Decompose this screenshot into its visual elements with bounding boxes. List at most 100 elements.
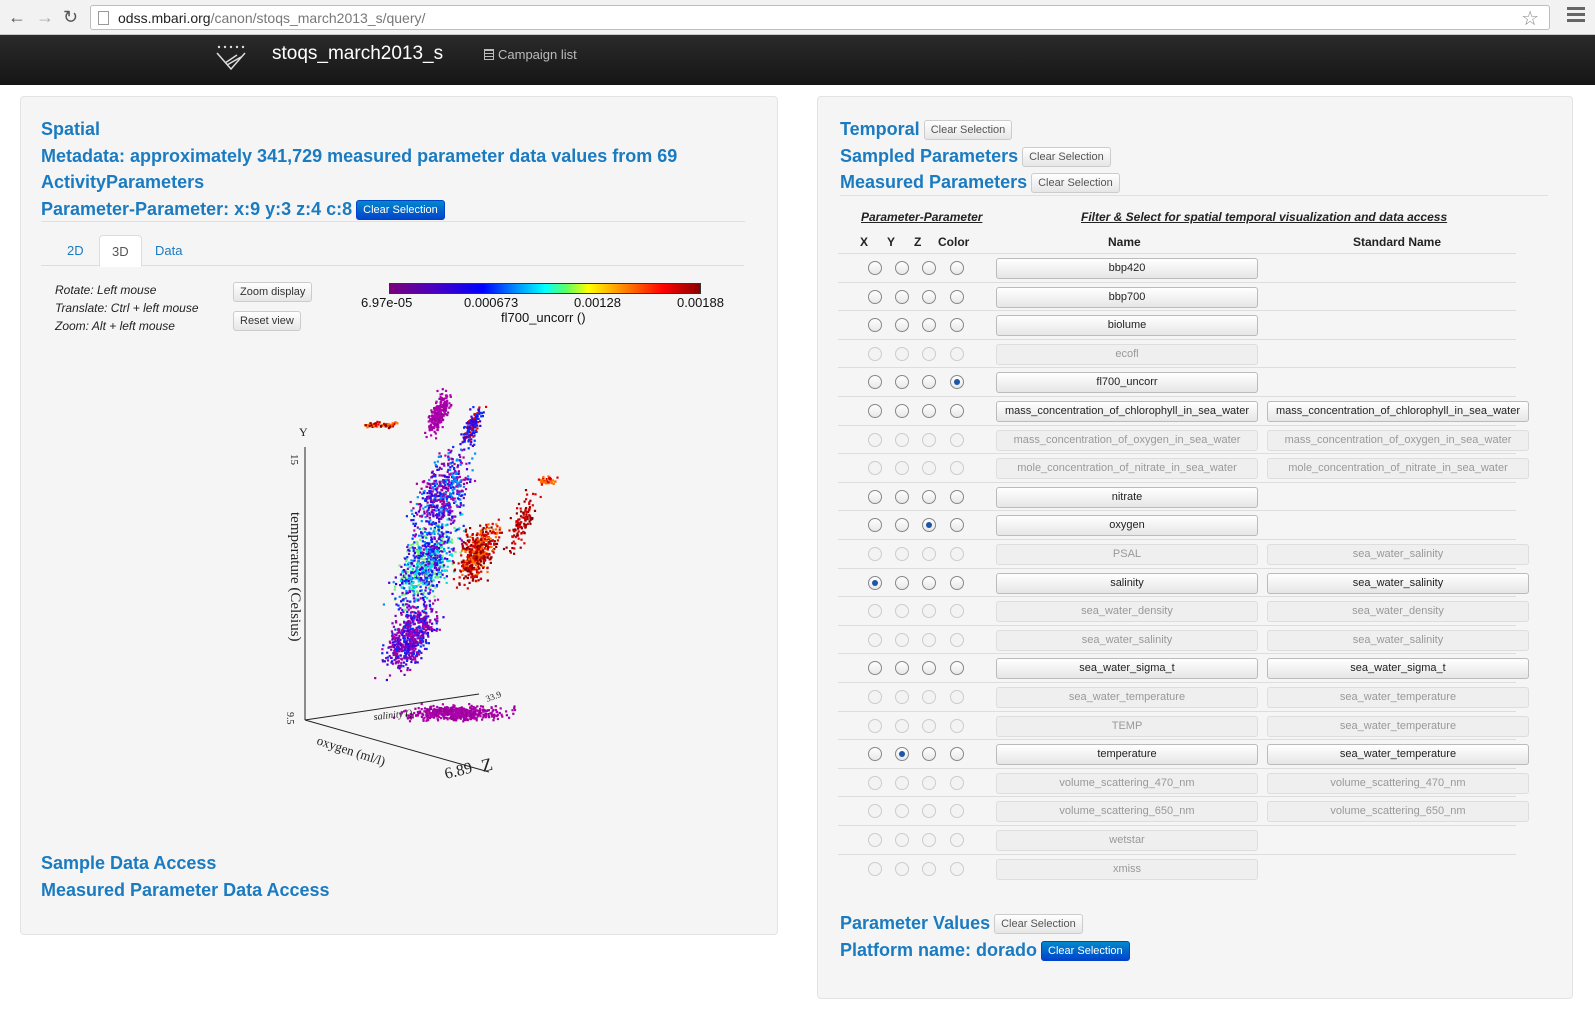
parameter-name-button[interactable]: xmiss	[996, 858, 1258, 880]
parameter-name-button[interactable]: fl700_uncorr	[996, 372, 1258, 394]
radio-x[interactable]	[868, 261, 882, 275]
radio-y[interactable]	[895, 318, 909, 333]
parameter-name-button[interactable]: wetstar	[996, 830, 1258, 851]
parameter-name-button[interactable]: oxygen	[996, 515, 1258, 537]
radio-y[interactable]	[895, 661, 909, 676]
radio-x[interactable]	[868, 318, 882, 333]
radio-x[interactable]	[868, 289, 882, 304]
radio-x[interactable]	[868, 661, 882, 676]
clear-selection-button[interactable]: Clear Selection	[923, 120, 1013, 140]
standard-name-button[interactable]: sea_water_salinity	[1267, 544, 1529, 565]
radio-z[interactable]	[922, 661, 936, 676]
radio-y[interactable]	[895, 375, 909, 390]
parameter-name-button[interactable]: mole_concentration_of_nitrate_in_sea_wat…	[996, 458, 1258, 480]
radio-c[interactable]	[950, 575, 964, 590]
standard-name-button[interactable]: sea_water_density	[1267, 601, 1529, 623]
tab-data[interactable]: Data	[155, 243, 183, 258]
radio-y[interactable]	[895, 289, 909, 304]
parameter-name-button[interactable]: mass_concentration_of_chlorophyll_in_sea…	[996, 401, 1258, 422]
radio-z[interactable]	[922, 575, 936, 590]
parameter-values-heading[interactable]: Parameter Values Clear Selection	[840, 913, 1083, 934]
radio-c[interactable]	[950, 518, 964, 533]
standard-name-button[interactable]: sea_water_salinity	[1267, 572, 1529, 594]
radio-y[interactable]	[895, 489, 909, 504]
filter-select-link[interactable]: Filter & Select for spatial temporal vis…	[1081, 210, 1448, 224]
radio-c[interactable]	[950, 747, 964, 762]
radio-x[interactable]	[868, 375, 882, 390]
parameter-3d-plot[interactable]: Y 15 9.5 temperature (Celsius) salinity …	[261, 352, 581, 802]
metadata-heading[interactable]: Metadata: approximately 341,729 measured…	[41, 146, 678, 166]
standard-name-button[interactable]: sea_water_temperature	[1267, 687, 1529, 708]
parameter-name-button[interactable]: biolume	[996, 315, 1258, 337]
standard-name-button[interactable]: mass_concentration_of_chlorophyll_in_sea…	[1267, 401, 1529, 422]
radio-z[interactable]	[922, 289, 936, 304]
standard-name-button[interactable]: volume_scattering_650_nm	[1267, 801, 1529, 823]
tab-2d[interactable]: 2D	[67, 243, 84, 258]
standard-name-button[interactable]: mass_concentration_of_oxygen_in_sea_wate…	[1267, 429, 1529, 451]
radio-x[interactable]	[868, 404, 882, 418]
parameter-name-button[interactable]: nitrate	[996, 486, 1258, 508]
standard-name-button[interactable]: sea_water_temperature	[1267, 715, 1529, 737]
measured-parameters-heading[interactable]: Measured Parameters Clear Selection	[840, 172, 1120, 193]
menu-icon[interactable]	[1567, 7, 1585, 25]
clear-selection-button[interactable]: Clear Selection	[1031, 173, 1120, 193]
radio-c[interactable]	[950, 489, 964, 504]
radio-y[interactable]	[895, 261, 909, 275]
radio-z[interactable]	[922, 518, 936, 533]
parameter-name-button[interactable]: mass_concentration_of_oxygen_in_sea_wate…	[996, 429, 1258, 451]
radio-c[interactable]	[950, 289, 964, 304]
standard-name-button[interactable]: mole_concentration_of_nitrate_in_sea_wat…	[1267, 458, 1529, 480]
parameter-name-button[interactable]: sea_water_density	[996, 601, 1258, 623]
radio-c[interactable]	[950, 318, 964, 333]
parameter-name-button[interactable]: ecofl	[996, 343, 1258, 365]
sample-data-access-heading[interactable]: Sample Data Access	[41, 853, 217, 873]
platform-name-heading[interactable]: Platform name: dorado Clear Selection	[840, 940, 1130, 961]
radio-c[interactable]	[950, 261, 964, 275]
parameter-parameter-heading[interactable]: Parameter-Parameter: x:9 y:3 z:4 c:8 Clea…	[41, 199, 445, 220]
forward-arrow-icon[interactable]: →	[36, 7, 54, 27]
parameter-name-button[interactable]: TEMP	[996, 715, 1258, 737]
radio-z[interactable]	[922, 375, 936, 390]
parameter-name-button[interactable]: bbp700	[996, 286, 1258, 308]
radio-y[interactable]	[895, 747, 909, 762]
reset-view-button[interactable]: Reset view	[233, 311, 301, 331]
radio-z[interactable]	[922, 261, 936, 275]
spatial-heading[interactable]: Spatial	[41, 119, 101, 139]
radio-c[interactable]	[950, 661, 964, 676]
standard-name-button[interactable]: sea_water_salinity	[1267, 629, 1529, 651]
sampled-parameters-heading[interactable]: Sampled Parameters Clear Selection	[840, 146, 1111, 167]
standard-name-button[interactable]: sea_water_temperature	[1267, 744, 1529, 766]
parameter-name-button[interactable]: PSAL	[996, 544, 1258, 565]
radio-y[interactable]	[895, 518, 909, 533]
radio-c[interactable]	[950, 404, 964, 418]
parameter-name-button[interactable]: volume_scattering_650_nm	[996, 801, 1258, 823]
address-bar[interactable]: odss.mbari.org/canon/stoqs_march2013_s/q…	[90, 5, 1550, 30]
measured-parameter-data-access-heading[interactable]: Measured Parameter Data Access	[41, 880, 330, 900]
reload-icon[interactable]: ↻	[63, 7, 79, 27]
parameter-name-button[interactable]: temperature	[996, 744, 1258, 766]
radio-z[interactable]	[922, 404, 936, 418]
zoom-display-button[interactable]: Zoom display	[233, 282, 313, 302]
parameter-name-button[interactable]: bbp420	[996, 258, 1258, 279]
clear-selection-button[interactable]: Clear Selection	[1041, 941, 1130, 961]
standard-name-button[interactable]: volume_scattering_470_nm	[1267, 772, 1529, 794]
bookmark-star-icon[interactable]: ☆	[1521, 8, 1539, 30]
parameter-parameter-link[interactable]: Parameter-Parameter	[861, 210, 983, 224]
temporal-heading[interactable]: Temporal Clear Selection	[840, 119, 1013, 140]
radio-y[interactable]	[895, 404, 909, 418]
clear-selection-button[interactable]: Clear Selection	[1022, 147, 1111, 167]
app-brand[interactable]: stoqs_march2013_s	[272, 43, 444, 64]
back-arrow-icon[interactable]: ←	[8, 7, 26, 27]
standard-name-button[interactable]: sea_water_sigma_t	[1267, 658, 1529, 680]
campaign-list-link[interactable]: Campaign list	[484, 47, 577, 62]
parameter-name-button[interactable]: volume_scattering_470_nm	[996, 772, 1258, 794]
radio-z[interactable]	[922, 489, 936, 504]
radio-x[interactable]	[868, 489, 882, 504]
radio-x[interactable]	[868, 518, 882, 533]
metadata-heading-2[interactable]: ActivityParameters	[41, 172, 205, 192]
radio-y[interactable]	[895, 575, 909, 590]
parameter-name-button[interactable]: sea_water_temperature	[996, 687, 1258, 708]
radio-x[interactable]	[868, 575, 882, 590]
radio-z[interactable]	[922, 747, 936, 762]
parameter-name-button[interactable]: sea_water_salinity	[996, 629, 1258, 651]
